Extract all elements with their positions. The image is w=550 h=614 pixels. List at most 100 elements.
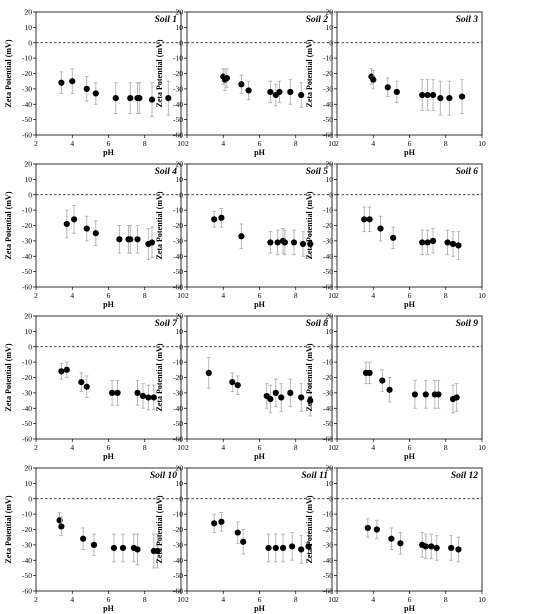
data-point [245,87,252,94]
data-point [444,239,451,246]
y-tick-label: 20 [176,312,184,321]
data-point [234,382,241,389]
y-tick-label: -60 [323,587,333,596]
data-point [267,88,274,96]
panel-title: Soil 2 [306,15,329,25]
y-tick-label: 0 [329,342,333,351]
data-point [58,79,65,86]
data-point [411,391,419,398]
data-point [458,93,466,100]
x-tick-label: 4 [371,139,375,148]
x-tick-label: 8 [294,595,298,604]
x-tick-label: 6 [107,443,111,452]
data-point [234,529,241,536]
data-point [63,220,70,228]
panel-title: Soil 8 [306,319,329,329]
data-point [265,544,272,552]
y-tick-label: -20 [173,525,183,534]
panel-title: Soil 4 [155,167,178,177]
y-tick-label: 10 [326,327,334,336]
data-point [109,389,116,396]
y-tick-label: -50 [22,267,32,276]
data-point [448,544,455,552]
data-point [69,78,76,85]
data-point [83,383,90,390]
y-tick-label: -50 [323,115,333,124]
x-tick-label: 2 [185,291,189,300]
panel-6: 20 10 0 -10 -20 -30 -40 -50 -602 4 6 8 10 pH Zeta Pote… [305,160,486,309]
data-point [272,389,279,396]
y-tick-label: 20 [176,160,184,169]
panel-title: Soil 7 [155,319,179,329]
y-axis-title: Zeta Potential (mV) [4,191,13,259]
data-point [145,394,152,401]
data-point [453,394,460,401]
data-point [148,239,156,246]
y-tick-label: 20 [25,312,33,321]
y-tick-label: 10 [326,479,334,488]
data-point [289,543,296,550]
data-point [455,242,462,249]
data-point [299,240,307,248]
x-tick-label: 8 [444,595,448,604]
data-point [83,85,90,92]
panel-title: Soil 11 [301,471,328,481]
data-point [366,369,373,376]
x-tick-label: 2 [335,291,339,300]
y-tick-label: 0 [179,494,183,503]
y-tick-label: -30 [173,388,183,397]
data-point [127,95,134,102]
y-tick-label: 20 [25,8,33,17]
y-tick-label: -40 [173,556,183,565]
data-point [136,95,143,102]
x-tick-label: 6 [408,139,412,148]
data-point [422,543,429,550]
y-tick-label: 20 [326,464,334,473]
x-tick-label: 10 [328,595,336,604]
y-tick-label: 20 [25,160,33,169]
x-axis-title: pH [103,300,114,309]
data-point [218,214,225,221]
data-point [388,535,395,542]
y-tick-label: -60 [173,283,183,292]
y-axis-title: Zeta Potential (mV) [4,39,13,107]
y-tick-label: -10 [22,54,32,63]
y-axis-title: Zeta Potential (mV) [305,343,314,411]
y-tick-label: 0 [179,342,183,351]
data-point [298,91,305,99]
x-tick-label: 4 [70,291,74,300]
x-axis-title: pH [254,452,265,461]
plot-frame [336,163,483,288]
data-point [419,91,426,99]
x-tick-label: 2 [185,139,189,148]
x-tick-label: 4 [70,139,74,148]
y-tick-label: -50 [323,419,333,428]
y-tick-label: -50 [22,571,32,580]
y-tick-label: -20 [173,221,183,230]
y-tick-label: -40 [173,100,183,109]
data-point [287,389,294,396]
x-tick-label: 8 [143,443,147,452]
y-tick-label: 0 [28,38,32,47]
y-tick-label: -50 [22,419,32,428]
y-tick-label: 20 [176,464,184,473]
data-point [433,544,440,552]
data-point [290,239,298,246]
y-tick-label: -40 [323,252,333,261]
y-tick-label: -10 [323,54,333,63]
x-tick-label: 8 [294,291,298,300]
data-point [90,541,98,548]
data-point [165,95,172,102]
x-tick-label: 2 [185,595,189,604]
y-tick-label: -20 [22,525,32,534]
y-tick-label: -30 [323,540,333,549]
y-tick-label: -20 [323,221,333,230]
y-tick-label: -60 [22,587,32,596]
x-tick-label: 6 [408,291,412,300]
data-point [446,95,453,102]
y-tick-label: -10 [22,358,32,367]
data-point [134,389,141,396]
